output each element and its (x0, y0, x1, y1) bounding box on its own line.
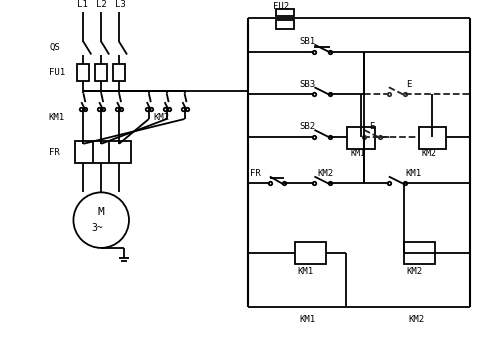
Bar (276, 20, 294, 29)
Bar (276, 9, 294, 16)
Text: L2: L2 (96, 0, 107, 9)
Bar (113, 65, 125, 81)
Text: E: E (369, 122, 374, 131)
Text: KM2: KM2 (407, 267, 423, 276)
Text: FU2: FU2 (273, 2, 289, 11)
Text: 3~: 3~ (91, 223, 103, 233)
Text: SB2: SB2 (300, 122, 316, 131)
Text: L3: L3 (115, 0, 126, 9)
Text: KM1: KM1 (49, 112, 65, 121)
Text: KM2: KM2 (422, 149, 436, 158)
Bar (77, 65, 89, 81)
Bar (295, 242, 326, 264)
Text: KM1: KM1 (350, 149, 365, 158)
Text: KM1: KM1 (298, 267, 314, 276)
Text: KM2: KM2 (154, 112, 170, 121)
Text: FU1: FU1 (49, 68, 65, 77)
Text: FR: FR (49, 148, 59, 157)
Bar (419, 127, 446, 149)
Text: KM2: KM2 (317, 169, 334, 178)
Bar (404, 242, 435, 264)
Text: KM1: KM1 (406, 169, 422, 178)
Text: SB1: SB1 (300, 37, 316, 46)
Text: FR: FR (250, 169, 261, 178)
Bar (347, 127, 375, 149)
Text: KM2: KM2 (409, 315, 425, 324)
Text: L1: L1 (77, 0, 88, 9)
Text: E: E (406, 80, 411, 89)
Bar (75, 141, 131, 163)
Text: QS: QS (50, 43, 61, 52)
Text: SB3: SB3 (300, 80, 316, 89)
Text: KM1: KM1 (300, 315, 316, 324)
Circle shape (73, 192, 129, 248)
Text: M: M (98, 207, 105, 217)
Bar (95, 65, 107, 81)
